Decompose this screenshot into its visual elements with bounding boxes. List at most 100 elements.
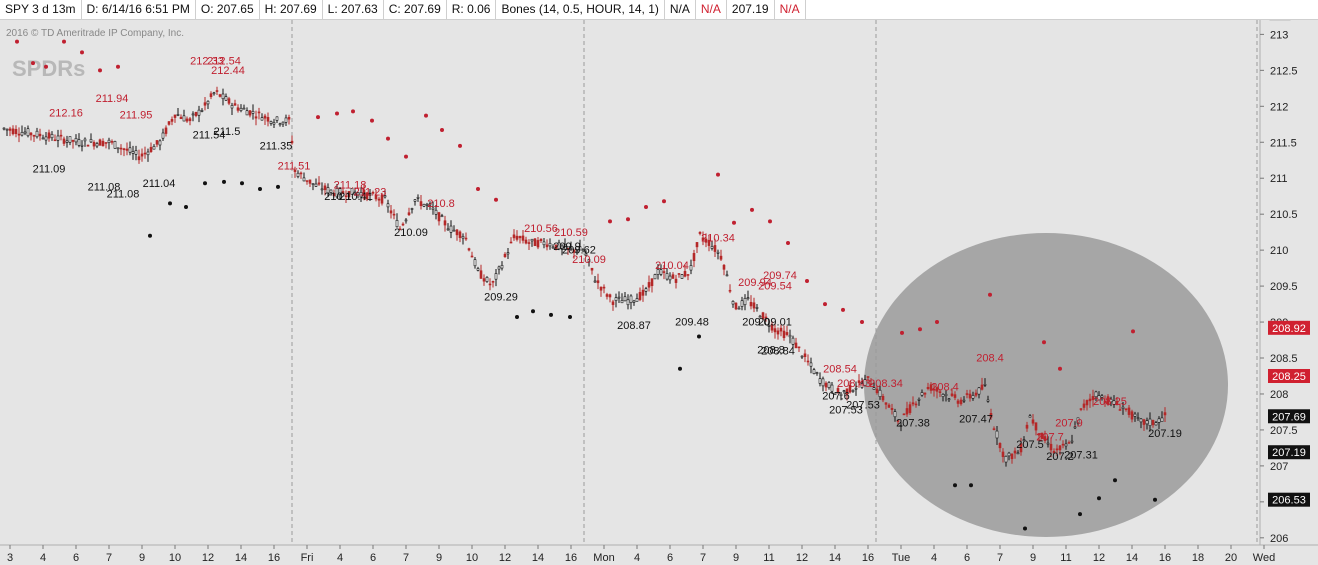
price-tick-label: 208.5 xyxy=(1270,353,1298,365)
price-label-red: 208.43 xyxy=(837,378,871,390)
price-label-red: 207.7 xyxy=(1036,432,1064,444)
price-label-black: 211.5 xyxy=(214,126,241,138)
candle-body xyxy=(746,297,750,300)
bones-dot-red xyxy=(768,219,772,224)
open-readout: O: 207.65 xyxy=(196,0,260,19)
price-label-black: 208.87 xyxy=(617,320,651,332)
candle-body xyxy=(836,388,840,393)
candle-body xyxy=(623,296,627,302)
price-chart[interactable]: 2016 © TD Ameritrade IP Company, Inc. SP… xyxy=(0,20,1318,565)
bones-dot-black xyxy=(276,184,280,189)
candle-body xyxy=(95,143,99,147)
candle-body xyxy=(224,96,228,101)
bones-dot-black xyxy=(969,483,973,488)
candle-body xyxy=(23,131,27,134)
candle-body xyxy=(605,294,609,297)
candle-body xyxy=(41,137,45,140)
bones-dot-red xyxy=(1131,329,1135,334)
candle-body xyxy=(1076,417,1080,424)
price-tick-label: 208 xyxy=(1270,389,1288,401)
candle-body xyxy=(1088,398,1092,402)
candle-body xyxy=(1148,418,1152,426)
candle-body xyxy=(1127,407,1131,415)
candle-body xyxy=(1055,448,1059,451)
study-name[interactable]: Bones (14, 0.5, HOUR, 14, 1) xyxy=(496,0,665,19)
time-tick-label: 4 xyxy=(40,552,46,564)
candle-body xyxy=(395,220,399,228)
candle-body xyxy=(308,179,312,184)
bones-dot-black xyxy=(515,315,519,320)
price-label-red: 212.16 xyxy=(49,107,83,119)
price-badge-label: 208.92 xyxy=(1272,323,1306,335)
candle-body xyxy=(668,275,672,281)
candle-body xyxy=(710,246,714,249)
candle-body xyxy=(995,430,999,439)
candle-body xyxy=(548,242,552,247)
candle-body xyxy=(452,229,456,232)
candle-body xyxy=(1103,401,1107,403)
candle-body xyxy=(1001,451,1005,458)
bones-dots xyxy=(15,39,1157,531)
date-readout: D: 6/14/16 6:51 PM xyxy=(82,0,196,19)
candle-body xyxy=(626,299,630,306)
candle-body xyxy=(545,244,549,248)
candle-body xyxy=(1145,420,1149,425)
candle-body xyxy=(839,393,843,396)
price-axis[interactable]: 206206.5207207.5208208.5209209.5210210.5… xyxy=(1260,29,1298,545)
candle-body xyxy=(983,384,987,386)
candle-body xyxy=(911,402,915,405)
bones-dot-black xyxy=(1113,478,1117,483)
close-readout: C: 207.69 xyxy=(384,0,447,19)
candle-body xyxy=(77,139,81,146)
candle-body xyxy=(740,300,744,307)
candle-body xyxy=(812,369,816,374)
price-tick-label: 213 xyxy=(1270,29,1288,41)
price-tick-label: 211 xyxy=(1270,173,1288,185)
candle-body xyxy=(503,253,507,258)
candle-body xyxy=(662,271,666,273)
candle-body xyxy=(761,312,765,320)
candle-body xyxy=(971,395,975,399)
high-readout: H: 207.69 xyxy=(260,0,323,19)
candle-body xyxy=(1034,422,1038,431)
candle-body xyxy=(197,109,201,116)
price-label-red: 212.33 xyxy=(190,56,224,68)
candle-body xyxy=(188,118,192,122)
candle-body xyxy=(314,183,318,187)
time-tick-label: Fri xyxy=(301,552,314,564)
candle-body xyxy=(230,105,234,109)
bones-dot-red xyxy=(732,220,736,225)
symbol-period[interactable]: SPY 3 d 13m xyxy=(0,0,82,19)
candle-body xyxy=(599,286,603,291)
candle-body xyxy=(743,298,747,306)
bones-dot-red xyxy=(900,330,904,335)
candle-body xyxy=(776,330,780,335)
bones-dot-red xyxy=(404,154,408,159)
candle-body xyxy=(1070,440,1074,443)
time-tick-label: 7 xyxy=(700,552,706,564)
price-label-black: 210.41 xyxy=(339,191,373,203)
candle-body xyxy=(221,93,225,100)
candle-body xyxy=(104,142,108,144)
bones-dot-black xyxy=(953,483,957,488)
copyright-text: 2016 © TD Ameritrade IP Company, Inc. xyxy=(6,28,184,39)
bones-dot-red xyxy=(823,302,827,307)
candle-body xyxy=(677,273,681,275)
price-label-black: 209.29 xyxy=(484,291,518,303)
candle-body xyxy=(1016,452,1020,455)
candle-body xyxy=(14,128,18,135)
bones-dot-red xyxy=(644,204,648,209)
candle-body xyxy=(569,247,573,250)
candle-body xyxy=(5,128,9,131)
candle-body xyxy=(803,353,807,358)
candle-body xyxy=(617,296,621,299)
candle-body xyxy=(407,212,411,216)
price-label-red: 211.95 xyxy=(120,110,153,122)
candle-body xyxy=(872,387,876,390)
candle-body xyxy=(635,298,639,302)
bones-dot-black xyxy=(168,201,172,206)
price-label-black: 211.09 xyxy=(33,163,66,175)
candle-body xyxy=(182,115,186,122)
time-axis[interactable]: 3 4 6 7 9 10 12 14 16 Fri 4 6 7 9 10 12 14 16 Mon 4 6 7 9 11 12 1… xyxy=(7,545,1275,564)
candle-body xyxy=(140,153,144,157)
